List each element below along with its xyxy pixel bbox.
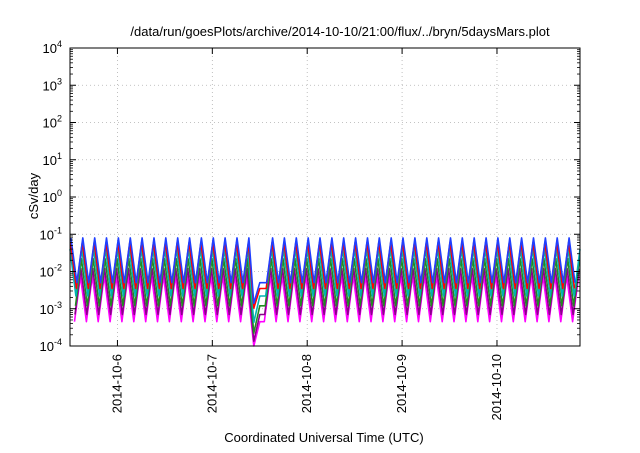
x-tick-label: 2014-10-9 — [394, 354, 409, 413]
y-tick-label: 101 — [43, 151, 62, 168]
y-axis-label: cSv/day — [26, 172, 41, 219]
y-tick-label: 10-3 — [40, 300, 62, 317]
y-tick-label: 100 — [43, 188, 62, 205]
x-tick-label: 2014-10-7 — [204, 354, 219, 413]
x-axis-label: Coordinated Universal Time (UTC) — [224, 430, 423, 445]
chart-title: /data/run/goesPlots/archive/2014-10-10/2… — [130, 24, 550, 39]
series-line — [69, 241, 576, 309]
y-tick-label: 10-1 — [40, 225, 62, 242]
y-tick-label: 10-2 — [40, 263, 62, 280]
series-group — [69, 237, 581, 347]
y-tick-label: 10-4 — [40, 337, 62, 354]
axis-ticks: 10-4 10-3 10-2 10-1 100 101 102 103 104 2014-10-6… — [40, 39, 580, 421]
y-tick-label: 102 — [43, 114, 62, 131]
x-tick-label: 2014-10-10 — [489, 354, 504, 421]
y-tick-label: 103 — [43, 76, 62, 93]
y-tick-label: 104 — [43, 39, 62, 56]
series-line — [70, 237, 576, 305]
x-tick-label: 2014-10-6 — [109, 354, 124, 413]
x-tick-label: 2014-10-8 — [299, 354, 314, 413]
